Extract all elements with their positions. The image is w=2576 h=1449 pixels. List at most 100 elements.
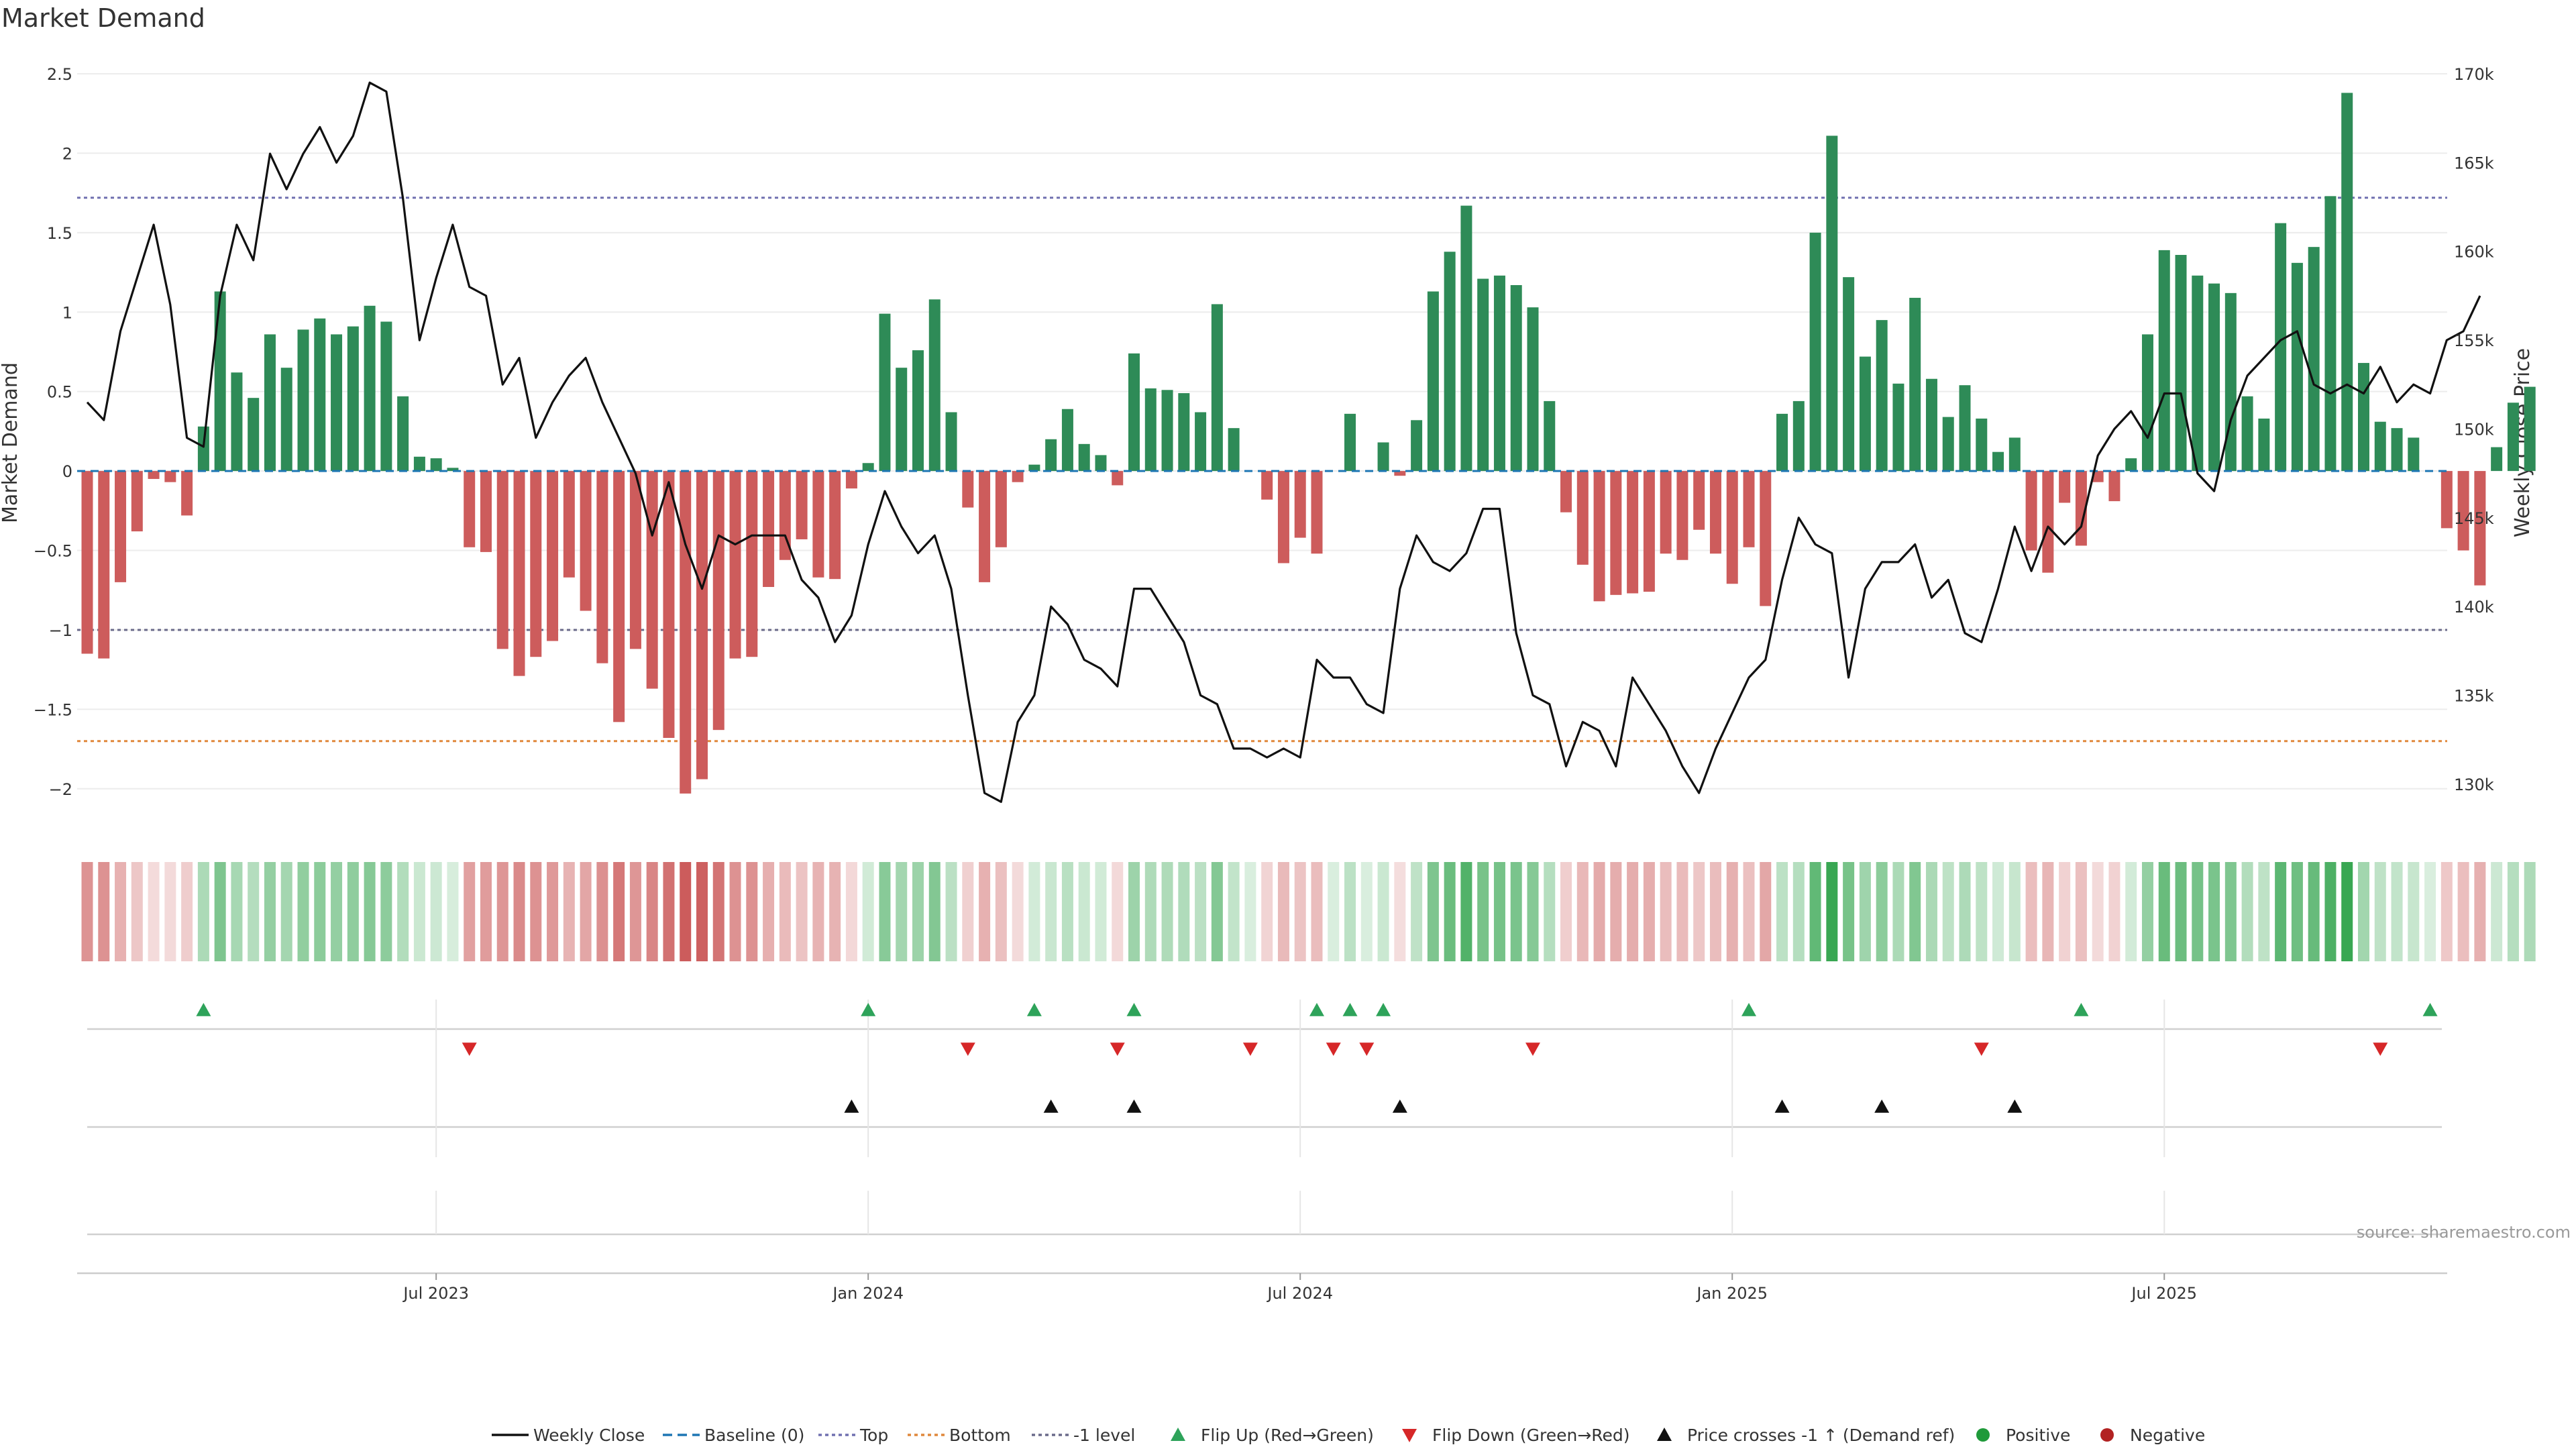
heat-cell <box>2357 862 2369 961</box>
demand-bar-negative <box>181 471 193 516</box>
demand-bar-negative <box>2474 471 2486 586</box>
demand-bar-negative <box>2059 471 2071 503</box>
heat-cell <box>1144 862 1157 961</box>
demand-bar-positive <box>1211 304 1223 472</box>
right-tick-label: 150k <box>2454 420 2494 439</box>
heat-cell <box>1876 862 1888 961</box>
demand-bar-negative <box>1693 471 1705 530</box>
demand-bar-negative <box>1394 471 1406 476</box>
demand-bar-negative <box>1627 471 1639 594</box>
legend-label: -1 level <box>1073 1426 1135 1445</box>
demand-bar-negative <box>115 471 127 582</box>
heat-cell <box>928 862 941 961</box>
heat-cell <box>1328 862 1340 961</box>
demand-bar-negative <box>496 471 508 649</box>
legend-label: Top <box>859 1426 888 1445</box>
demand-bar-negative <box>2108 471 2121 502</box>
heat-cell <box>1976 862 1988 961</box>
demand-bar-positive <box>1460 205 1472 472</box>
left-tick-label: −2 <box>49 780 72 799</box>
demand-bar-positive <box>1195 412 1207 472</box>
heat-cell <box>464 862 476 961</box>
heat-cell <box>1195 862 1207 961</box>
heat-cell <box>945 862 957 961</box>
heat-cell <box>829 862 841 961</box>
heat-cell <box>2075 862 2087 961</box>
demand-bar-negative <box>1560 471 1572 513</box>
demand-bar-negative <box>1277 471 1289 564</box>
heat-cell <box>2258 862 2270 961</box>
legend-label: Flip Down (Green→Red) <box>1432 1426 1630 1445</box>
flip-down-marker <box>1326 1042 1341 1056</box>
demand-bar-positive <box>2224 292 2237 472</box>
right-tick-label: 165k <box>2454 154 2494 172</box>
demand-bar-negative <box>480 471 492 552</box>
demand-bar-negative <box>746 471 758 657</box>
heat-cell <box>1593 862 1605 961</box>
right-tick-label: 170k <box>2454 65 2494 84</box>
demand-bar-negative <box>2075 471 2087 546</box>
right-tick-label: 140k <box>2454 598 2494 616</box>
heat-cell <box>1959 862 1971 961</box>
demand-bar-positive <box>264 334 276 472</box>
price-cross-marker <box>1392 1099 1407 1113</box>
demand-bar-positive <box>1178 393 1190 472</box>
demand-bar-positive <box>1377 442 1389 472</box>
heat-cell <box>81 862 93 961</box>
heat-cell <box>1377 862 1389 961</box>
demand-bar-positive <box>1045 439 1057 472</box>
demand-bar-positive <box>331 334 343 472</box>
left-tick-label: 0 <box>62 462 72 481</box>
flip-down-marker <box>2373 1042 2388 1056</box>
heat-cell <box>1427 862 1439 961</box>
demand-bar-negative <box>530 471 542 657</box>
heat-cell <box>962 862 974 961</box>
heat-cell <box>1028 862 1040 961</box>
demand-bar-negative <box>1576 471 1589 565</box>
weekly-close-line <box>86 81 2481 803</box>
demand-bar-positive <box>1028 464 1040 472</box>
flip-down-marker <box>462 1042 477 1056</box>
heat-cell <box>580 862 592 961</box>
heat-cell <box>2524 862 2536 961</box>
heat-cell <box>2440 862 2453 961</box>
heat-cell <box>1726 862 1738 961</box>
demand-bar-negative <box>796 471 808 539</box>
heat-cell <box>1743 862 1755 961</box>
flip-up-marker <box>2422 1003 2438 1016</box>
heat-cell <box>1610 862 1622 961</box>
heat-cell <box>331 862 343 961</box>
heat-cell <box>380 862 392 961</box>
flip-up-marker <box>196 1003 211 1016</box>
demand-bar-negative <box>1311 471 1323 554</box>
demand-bar-positive <box>397 396 409 472</box>
flip-up-marker <box>861 1003 876 1016</box>
demand-bar-positive <box>2374 421 2386 472</box>
heat-cell <box>2308 862 2320 961</box>
heat-cell <box>1411 862 1423 961</box>
heat-cell <box>2241 862 2253 961</box>
heat-cell <box>547 862 559 961</box>
demand-bar-positive <box>430 458 442 472</box>
heat-cell <box>2275 862 2287 961</box>
demand-bar-positive <box>2241 396 2253 472</box>
heat-cell <box>862 862 874 961</box>
left-tick-label: 2 <box>62 144 72 163</box>
demand-bar-negative <box>1112 471 1124 486</box>
left-tick-label: −1.5 <box>34 700 72 719</box>
demand-bar-negative <box>2440 471 2453 529</box>
demand-bar-positive <box>347 326 359 472</box>
heat-cell <box>680 862 692 961</box>
heat-cell <box>1277 862 1289 961</box>
flip-down-marker <box>960 1042 975 1056</box>
demand-bar-positive <box>364 305 376 472</box>
heat-cell <box>1925 862 1937 961</box>
heat-cell <box>397 862 409 961</box>
left-axis-label: Market Demand <box>0 362 22 523</box>
demand-bar-positive <box>896 368 908 472</box>
left-tick-label: 2.5 <box>47 65 72 84</box>
heat-cell <box>214 862 226 961</box>
demand-bar-positive <box>912 350 924 472</box>
demand-bar-negative <box>763 471 775 587</box>
left-tick-label: 1.5 <box>47 224 72 243</box>
